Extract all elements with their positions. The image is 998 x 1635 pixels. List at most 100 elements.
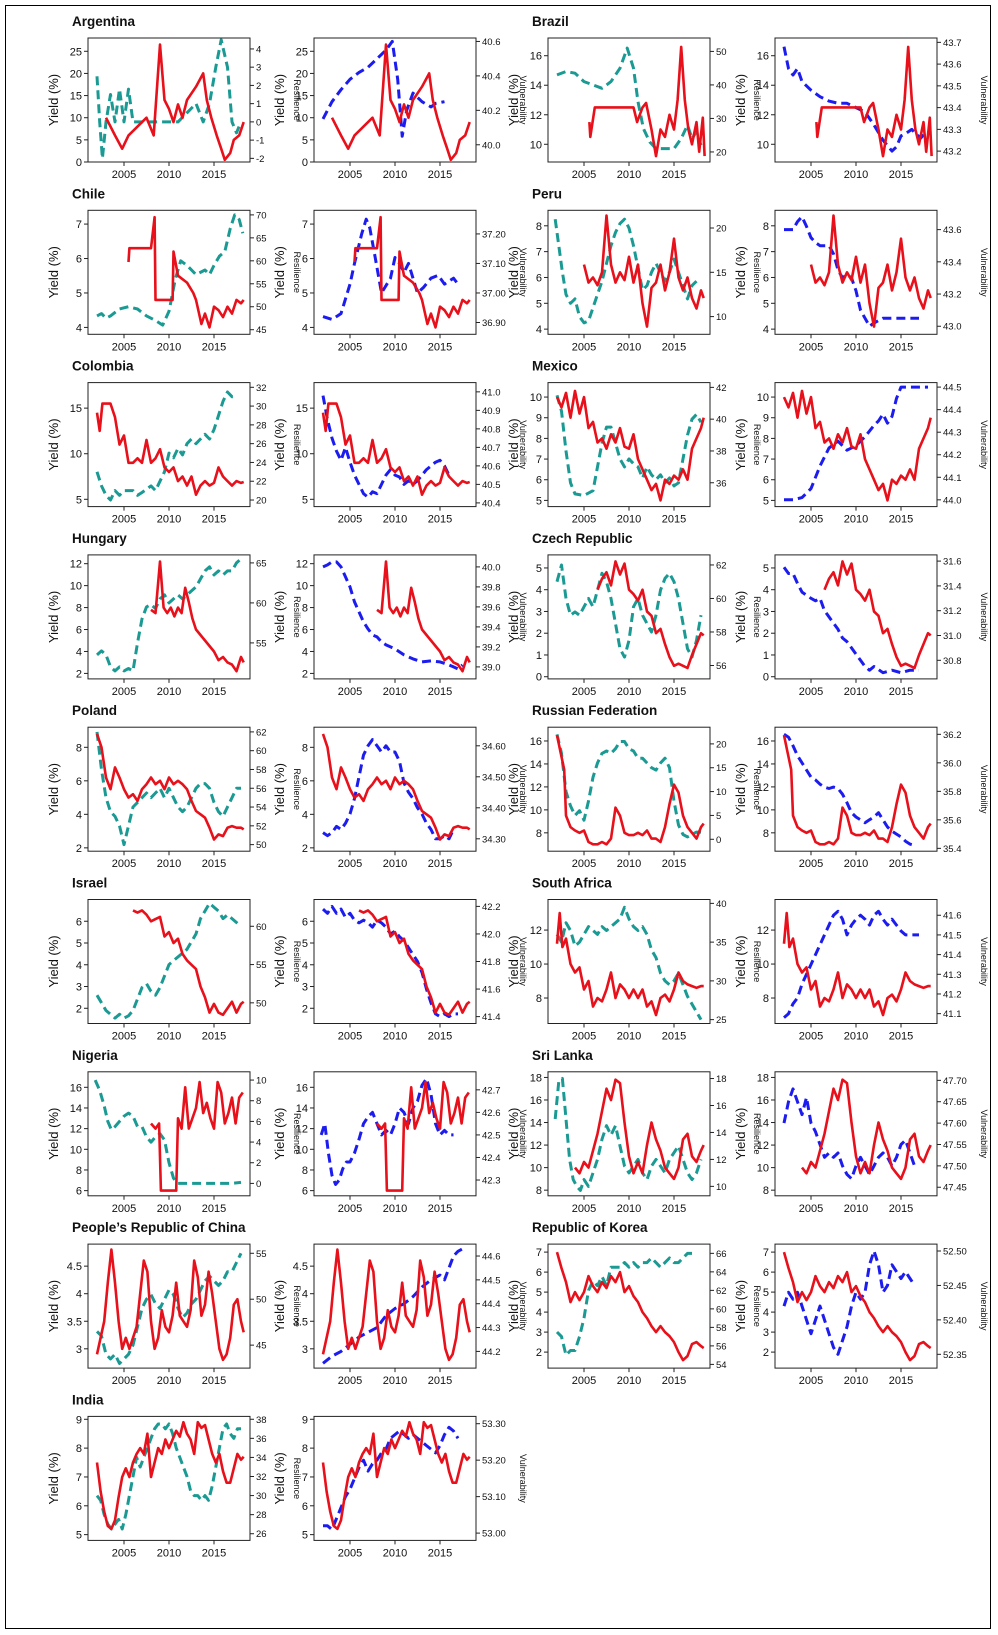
- y-tick-label: 2: [763, 1347, 769, 1359]
- y-axis-label: Yield (%): [506, 246, 521, 298]
- resilience-line: [555, 563, 703, 659]
- right-tick-label: 34.40: [482, 803, 506, 814]
- panel-title: Chile: [72, 186, 105, 201]
- x-tick-label: 2010: [383, 686, 407, 698]
- y-tick-label: 16: [296, 1082, 308, 1094]
- x-tick-label: 2010: [157, 1547, 181, 1559]
- resilience-plot: 2 4 6 8 10 12 Yield (%) 55 60 65 Resilience 2005 201…: [46, 554, 302, 698]
- right-tick-label: 65: [256, 558, 267, 569]
- y-tick-label: 6: [302, 254, 308, 266]
- y-tick-label: 15: [70, 403, 82, 415]
- right-tick-label: 38: [716, 446, 727, 457]
- right-axis-label: Resilience: [752, 424, 762, 466]
- y-tick-label: 10: [70, 449, 82, 461]
- right-axis-label: Resilience: [752, 941, 762, 983]
- x-tick-label: 2010: [617, 514, 641, 526]
- x-tick-label: 2005: [112, 1375, 136, 1387]
- x-tick-label: 2005: [799, 1031, 823, 1043]
- y-tick-label: 5: [763, 298, 769, 310]
- vulnerability-plot: 2 3 4 5 6 Yield (%) 41.4 41.6 41.8 42.0 42.2 Vulner…: [272, 899, 528, 1043]
- x-tick-label: 2005: [112, 341, 136, 353]
- y-tick-label: 6: [763, 1267, 769, 1279]
- right-axis-label: Vulnerability: [518, 593, 528, 642]
- x-tick-label: 2005: [338, 1375, 362, 1387]
- y-tick-label: 12: [296, 1124, 308, 1136]
- y-tick-label: 9: [536, 413, 542, 425]
- right-axis-label: Resilience: [292, 424, 302, 466]
- y-tick-label: 6: [536, 1267, 542, 1279]
- resilience-plot: 0 1 2 3 4 5 Yield (%) 56 58 60 62 Resilience 2005 201…: [506, 554, 762, 698]
- resilience-line: [555, 394, 703, 497]
- x-tick-label: 2010: [383, 169, 407, 181]
- y-tick-label: 8: [763, 221, 769, 233]
- x-tick-label: 2015: [428, 514, 452, 526]
- resilience-line: [95, 38, 243, 160]
- resilience-line: [95, 390, 237, 502]
- x-tick-label: 2015: [889, 858, 913, 870]
- right-tick-label: 20: [716, 147, 727, 158]
- right-tick-label: 40.0: [482, 562, 501, 573]
- panel-russian-federation: Russian Federation 8 10 12 14 16 Yield (%) 0 5 10…: [506, 703, 989, 870]
- resilience-line: [555, 734, 701, 839]
- y-tick-label: 2: [536, 628, 542, 640]
- y-axis-label: Yield (%): [46, 1452, 61, 1504]
- x-tick-label: 2010: [844, 1031, 868, 1043]
- vulnerability-plot: 0 5 10 15 20 25 Yield (%) 40.0 40.2 40.4 40.6 Vulne…: [272, 37, 528, 181]
- right-tick-label: 4: [256, 1138, 261, 1149]
- x-tick-label: 2010: [617, 1203, 641, 1215]
- right-tick-label: 62: [716, 560, 727, 571]
- panel-india: India 5 6 7 8 9 Yield (%) 26 28 30 32 34 36 38 Resilie…: [46, 1392, 528, 1559]
- y-axis-label: Yield (%): [272, 1452, 287, 1504]
- y-tick-label: 10: [757, 139, 769, 151]
- vulnerability-plot: 6 8 10 12 14 16 Yield (%) 42.3 42.4 42.5 42.6 42.7 V…: [272, 1071, 528, 1215]
- right-axis-label: Vulnerability: [979, 937, 989, 986]
- x-tick-label: 2005: [338, 1031, 362, 1043]
- y-tick-label: 6: [302, 1501, 308, 1513]
- y-tick-label: 3.5: [293, 1316, 308, 1328]
- y-tick-label: 8: [302, 603, 308, 615]
- right-tick-label: 52.45: [943, 1281, 967, 1292]
- y-tick-label: 5: [76, 938, 82, 950]
- right-tick-label: 36.0: [943, 758, 962, 769]
- y-tick-label: 2: [76, 843, 82, 855]
- right-tick-label: 31.0: [943, 631, 962, 642]
- y-axis-label: Yield (%): [272, 1280, 287, 1332]
- y-tick-label: 5: [302, 494, 308, 506]
- right-tick-label: 26: [256, 439, 267, 450]
- y-axis-label: Yield (%): [506, 935, 521, 987]
- panel-title: Brazil: [532, 14, 569, 29]
- y-tick-label: 12: [70, 1124, 82, 1136]
- y-tick-label: 12: [757, 1140, 769, 1152]
- x-tick-label: 2005: [112, 858, 136, 870]
- right-tick-label: 42.4: [482, 1153, 501, 1164]
- x-tick-label: 2005: [572, 1375, 596, 1387]
- y-tick-label: 6: [76, 1501, 82, 1513]
- y-tick-label: 16: [70, 1082, 82, 1094]
- yield-line: [800, 1078, 932, 1181]
- right-tick-label: 32: [256, 1472, 267, 1483]
- y-tick-label: 5: [302, 135, 308, 147]
- right-tick-label: 31.6: [943, 557, 962, 568]
- right-tick-label: 31.4: [943, 581, 962, 592]
- right-tick-label: 40: [716, 80, 727, 91]
- y-tick-label: 6: [76, 916, 82, 928]
- right-tick-label: 41.1: [943, 1009, 962, 1020]
- right-tick-label: 44.2: [482, 1347, 501, 1358]
- y-tick-label: 7: [536, 1247, 542, 1259]
- yield-line: [358, 909, 471, 1017]
- right-tick-label: 44.6: [482, 1252, 501, 1263]
- plot-box: [313, 899, 477, 1024]
- panel-title: Russian Federation: [532, 703, 657, 718]
- right-tick-label: 15: [716, 268, 727, 279]
- vulnerability-line: [784, 385, 928, 502]
- y-tick-label: 10: [530, 139, 542, 151]
- right-tick-label: 45: [256, 1341, 267, 1352]
- panel-sri-lanka: Sri Lanka 8 10 12 14 16 18 Yield (%) 10 12 14 16 18 R…: [506, 1048, 989, 1215]
- y-tick-label: 7: [536, 454, 542, 466]
- right-tick-label: 35.4: [943, 844, 962, 855]
- right-tick-label: 44.5: [943, 383, 962, 394]
- right-axis-label: Vulnerability: [979, 1282, 989, 1331]
- right-tick-label: 44.4: [943, 405, 962, 416]
- right-tick-label: 40.8: [482, 424, 501, 435]
- right-tick-label: 20: [716, 739, 727, 750]
